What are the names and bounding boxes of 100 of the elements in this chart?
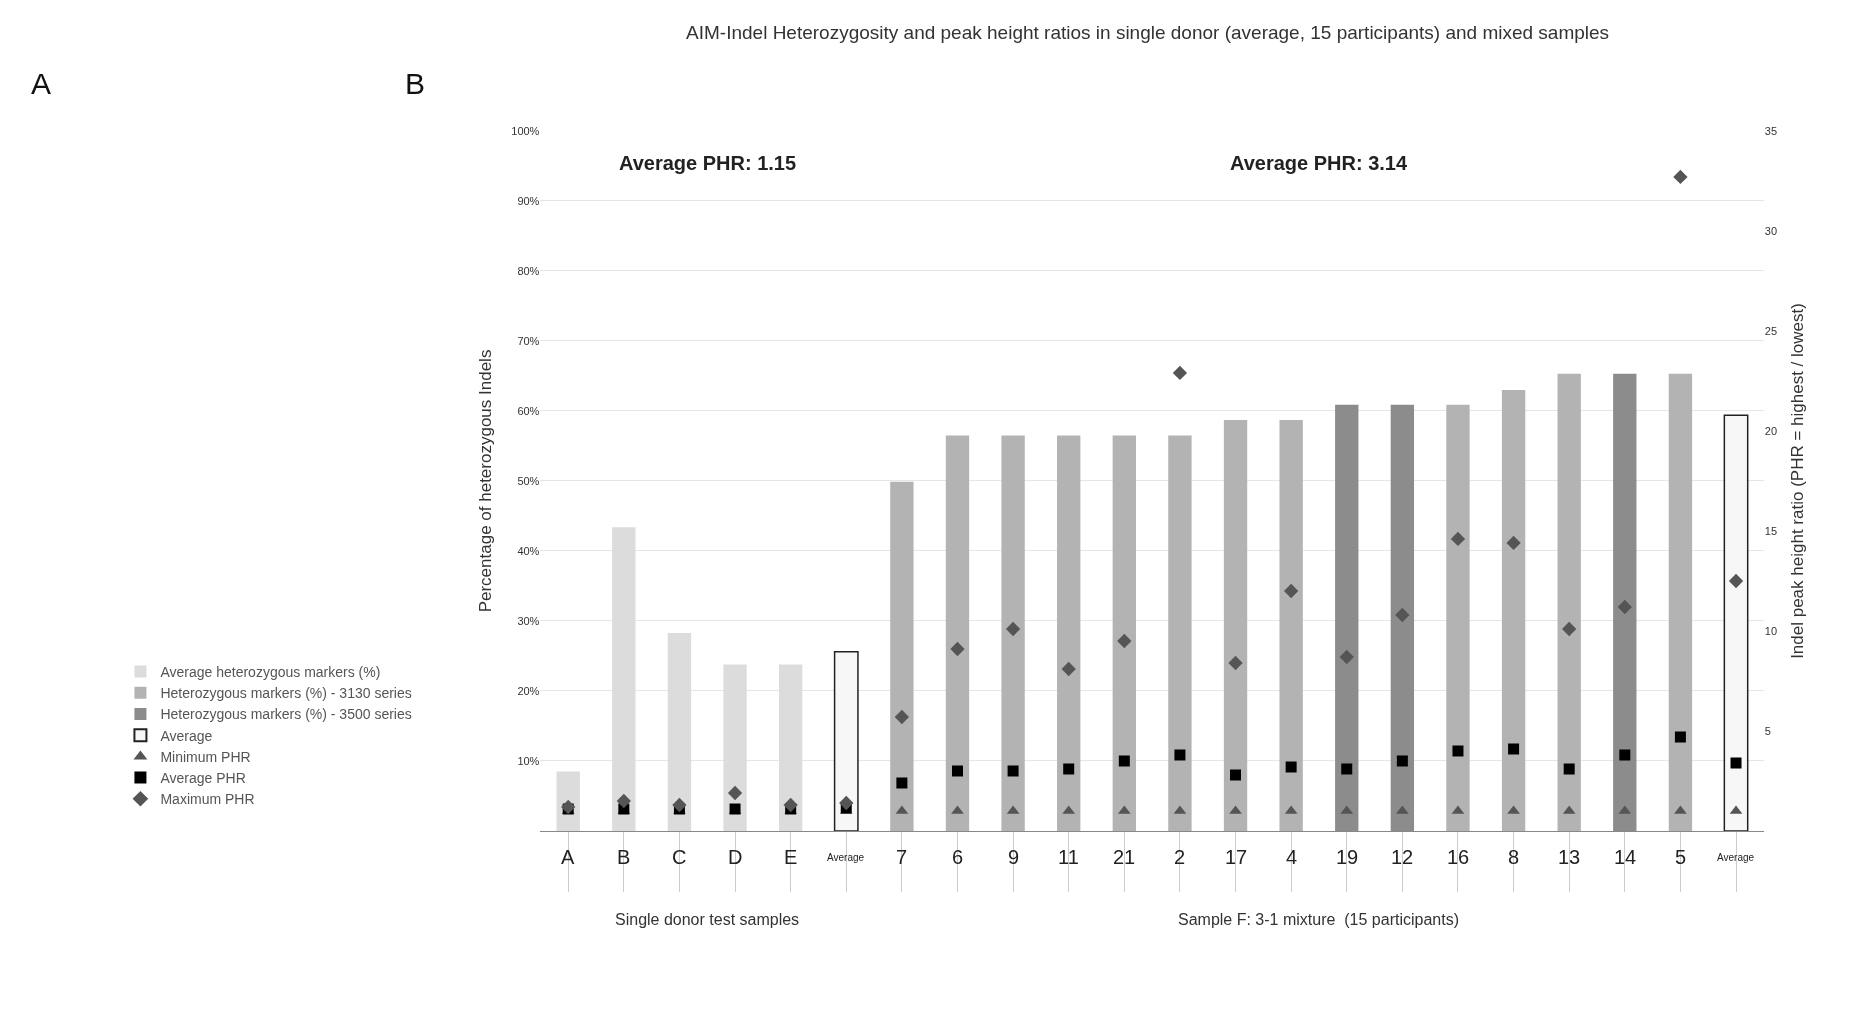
x-tick-label: 2 [1174,846,1186,868]
x-tick-label: 4 [1286,846,1298,868]
point [616,793,631,809]
bar [1112,435,1136,831]
x-tick-label: D [728,846,743,868]
x-tick-label: 13 [1558,846,1581,868]
y2-tick-label: 20 [1764,424,1778,437]
bar [1168,435,1192,831]
x-tick-label: 17 [1225,846,1248,868]
point [1673,169,1688,185]
x-tick-label: 9 [1008,846,1020,868]
x-tick-label: C [672,846,687,868]
y-tick-label: 70% [517,334,540,347]
x-tick-label: 16 [1447,846,1470,868]
y2-tick-label: 30 [1764,224,1778,237]
legend-label: Average heterozygous markers (%) [160,664,381,681]
point [1341,763,1353,775]
bar [945,435,970,831]
bar [1557,373,1581,831]
y2-axis-title: Indel peak height ratio (PHR = highest / lowest) [1788,303,1808,659]
point [1007,765,1019,777]
y-axis-title: Percentage of heterozygous Indels [475,349,495,613]
x-tick-label: 14 [1614,846,1637,868]
legend-label: Minimum PHR [160,748,251,765]
y-tick-label: 60% [517,404,540,417]
x-tick-label: 8 [1508,846,1520,868]
point [1228,655,1243,671]
bar [1279,420,1303,831]
point [727,785,743,801]
y-tick-label: 10% [517,754,540,767]
legend-label: Heterozygous markers (%) - 3130 series [160,685,412,702]
x-tick-label: Average [827,852,865,863]
text: Sample F: 3-1 mixture (15 participants) [1178,911,1459,928]
y-tick-label: 80% [517,264,540,277]
text: Single donor test samples [615,911,800,928]
point [1450,531,1466,547]
annotation: Average PHR: 3.14 [1230,152,1408,174]
x-tick-label: 21 [1113,846,1136,868]
bar [1223,420,1248,831]
legend-label: Maximum PHR [160,791,255,808]
x-tick-label: 12 [1391,846,1414,868]
point [950,641,965,657]
bar [833,651,859,831]
legend-label: Average PHR [160,770,246,787]
y2-tick-label: 15 [1764,524,1778,537]
point [1230,769,1242,781]
text: B [405,67,426,100]
x-tick-label: A [561,846,575,868]
bar [1668,373,1693,831]
y2-tick-label: 25 [1764,324,1778,337]
point [1730,757,1742,769]
point [672,797,687,813]
bar [1057,435,1081,831]
point [896,777,908,789]
y-tick-label: 50% [517,474,540,487]
y-tick-label: 40% [517,544,540,557]
point [1617,599,1632,615]
point [839,795,854,811]
x-tick-label: 6 [952,846,964,868]
bar [890,481,914,831]
point [1508,743,1520,755]
y-tick-label: 30% [517,614,540,627]
legend-label: Heterozygous markers (%) - 3500 series [160,706,412,723]
bar [1001,435,1025,831]
x-tick-label: 11 [1058,846,1079,868]
y-tick-label: 90% [517,194,540,207]
bar [1723,414,1749,831]
point [1172,365,1188,381]
x-tick-label: 5 [1675,846,1687,868]
point [1005,621,1021,637]
y2-tick-label: 10 [1764,624,1778,637]
point [1396,755,1408,767]
y2-tick-label: 35 [1764,124,1778,137]
point [1674,731,1686,743]
point [1339,649,1354,665]
bar [1446,404,1470,831]
point [951,765,963,777]
y-tick-label: 100% [511,124,540,137]
annotation: Average PHR: 1.15 [619,152,797,174]
point [1728,573,1744,589]
point [1619,749,1631,761]
point [1117,633,1132,649]
point [1061,661,1076,677]
point [894,709,910,725]
bar [1501,389,1526,831]
y-tick-label: 20% [517,684,540,697]
point [1118,755,1130,767]
point [1395,607,1410,623]
point [1562,621,1577,637]
x-tick-label: Average [1717,852,1755,863]
point [1285,761,1297,773]
point [1563,763,1575,775]
point [783,797,798,813]
point [1283,583,1299,599]
x-tick-label: 19 [1336,846,1359,868]
chart-title: AIM-Indel Heterozygosity and peak height ratios in single donor (average, 15 participants) and mixed samples [686,21,1610,43]
x-tick-label: B [617,846,631,868]
text: A [31,67,52,100]
x-tick-label: E [784,846,798,868]
point [1452,745,1464,757]
